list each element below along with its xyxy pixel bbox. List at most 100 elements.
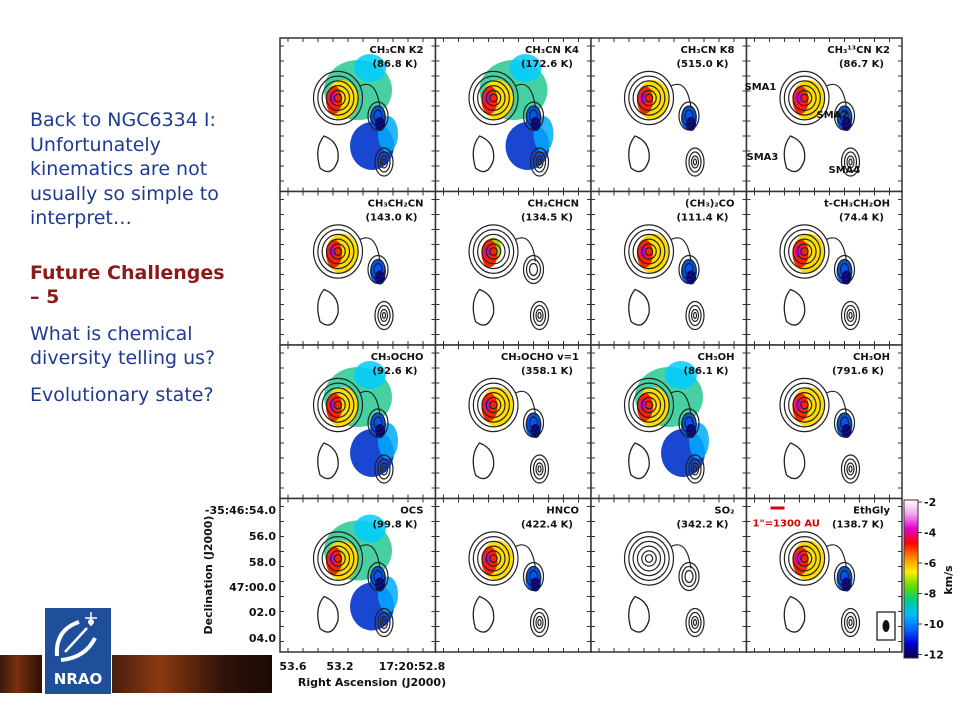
contour-sma1 xyxy=(489,247,498,256)
contour-sma3 xyxy=(472,442,495,480)
contour-sma1 xyxy=(325,545,351,572)
contour-sma2 xyxy=(370,565,386,588)
contour-sma2 xyxy=(684,416,694,430)
velocity-field-blue xyxy=(665,361,697,389)
contour-sma4 xyxy=(690,615,700,630)
velocity-field-magenta xyxy=(329,552,335,565)
contour-sma1 xyxy=(641,243,657,260)
contour-ridge xyxy=(670,544,692,569)
spectral-panel: CH₃CN K8 (515.0 K) xyxy=(590,37,748,193)
contour-ridge xyxy=(670,237,692,262)
contour-sma4 xyxy=(379,308,389,323)
colorbar-tick-label: -4 xyxy=(924,527,937,540)
contour-sma1 xyxy=(321,387,355,423)
contour-sma4 xyxy=(374,300,394,331)
question-line: What is chemical xyxy=(30,322,193,345)
contour-sma1 xyxy=(628,75,670,121)
contour-sma2 xyxy=(839,262,850,277)
contour-sma4 xyxy=(529,454,550,484)
contour-ridge xyxy=(359,390,381,416)
contour-sma4 xyxy=(381,618,387,627)
contour-sma4 xyxy=(535,462,544,476)
contour-sma1 xyxy=(485,243,502,260)
contour-sma2 xyxy=(373,262,383,277)
velocity-field-magenta xyxy=(795,245,802,258)
contour-sma4 xyxy=(848,158,853,166)
contour-sma4 xyxy=(846,615,855,630)
contour-sma2 xyxy=(681,565,697,588)
contour-sma2 xyxy=(525,105,542,127)
contour-sma2 xyxy=(839,109,850,123)
contour-sma1 xyxy=(800,93,809,103)
spectral-panel: CH₃CN K2 (86.8 K) xyxy=(279,37,437,193)
contour-sma2 xyxy=(684,569,694,584)
contour-sma4 xyxy=(529,147,550,177)
contour-sma1 xyxy=(628,229,670,274)
evolutionary-state-text: Evolutionary state? xyxy=(30,383,214,406)
contour-sma3 xyxy=(783,288,806,326)
spectral-panel: CH₃OCHO (92.6 K) xyxy=(279,344,437,500)
spectral-panel: CH₃OH (86.1 K) xyxy=(590,344,748,500)
contour-sma4 xyxy=(843,151,858,173)
panel-molecule-label: CH₃OCHO v=1 xyxy=(501,352,579,363)
contour-sma4 xyxy=(688,304,702,327)
question-line: diversity telling us? xyxy=(30,347,216,369)
contour-sma2 xyxy=(370,258,386,281)
intro-line: interpret… xyxy=(30,207,132,229)
colorbar-label: km/s xyxy=(942,565,955,595)
velocity-field-magenta xyxy=(484,399,491,411)
contour-sma4 xyxy=(377,611,391,634)
contour-sma2 xyxy=(833,254,856,285)
contour-sma1 xyxy=(779,70,830,126)
contour-sma1 xyxy=(317,536,359,581)
panel-molecule-label: t-CH₃CH₂OH xyxy=(824,199,890,210)
contour-sma2 xyxy=(367,561,389,592)
source-label: SMA4 xyxy=(829,165,861,176)
contour-sma1 xyxy=(641,89,657,107)
scalebar-line xyxy=(770,506,785,510)
contour-sma4 xyxy=(535,615,544,630)
spectral-panel: SO₂ (342.2 K) xyxy=(590,497,748,653)
beam-ellipse xyxy=(882,620,890,632)
panel-molecule-label: OCS xyxy=(400,506,423,517)
contour-sma1 xyxy=(632,80,666,116)
contour-sma1 xyxy=(792,545,817,572)
contour-sma4 xyxy=(374,607,394,638)
contour-sma1 xyxy=(641,396,657,414)
x-tick-label: 17:20:52.8 xyxy=(379,660,446,673)
contour-sma1 xyxy=(472,382,515,428)
contour-sma1 xyxy=(468,224,519,279)
contour-sma1 xyxy=(792,238,817,265)
contour-sma2 xyxy=(678,408,700,438)
contour-sma1 xyxy=(800,247,809,256)
contour-sma1 xyxy=(481,545,506,572)
panel-molecule-label: SO₂ xyxy=(714,506,734,517)
contour-sma4 xyxy=(685,607,705,638)
contour-sma1 xyxy=(333,554,343,563)
contour-sma1 xyxy=(330,89,346,107)
panel-energy-label: (134.5 K) xyxy=(521,213,573,224)
contour-sma4 xyxy=(379,615,389,630)
panel-molecule-label: HNCO xyxy=(546,506,579,517)
contour-sma1 xyxy=(788,387,821,423)
contour-sma1 xyxy=(644,93,654,103)
panel-frame xyxy=(590,190,748,346)
contour-sma1 xyxy=(628,536,670,581)
contour-sma1 xyxy=(489,554,498,563)
velocity-field-sma2-core xyxy=(686,424,696,438)
contour-sma4 xyxy=(690,462,700,476)
contour-sma1 xyxy=(485,550,502,567)
contour-ridge xyxy=(826,83,848,109)
contour-sma1 xyxy=(312,224,364,279)
panel-energy-label: (86.7 K) xyxy=(839,59,884,70)
contour-sma2 xyxy=(678,561,700,592)
contour-sma1 xyxy=(623,531,675,586)
contour-sma4 xyxy=(529,607,550,638)
contour-sma1 xyxy=(800,400,809,410)
contour-sma1 xyxy=(333,400,343,410)
contour-sma2 xyxy=(839,416,850,430)
contour-sma1 xyxy=(779,377,830,433)
velocity-field-magenta xyxy=(640,245,646,258)
contour-sma2 xyxy=(373,109,383,123)
panel-molecule-label: CH₃CN K2 xyxy=(370,45,424,56)
